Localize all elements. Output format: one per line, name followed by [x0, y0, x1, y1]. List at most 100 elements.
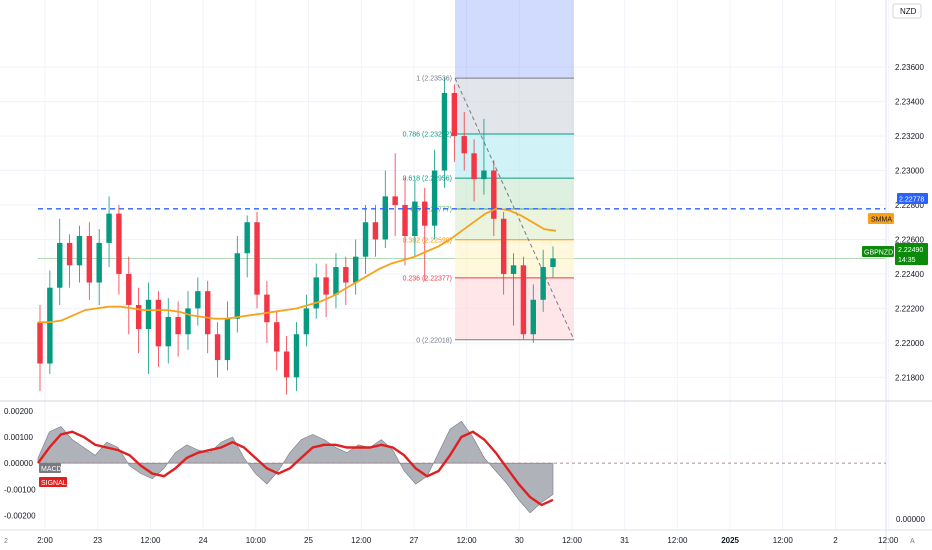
candle-body [382, 196, 389, 240]
time-zone-corner-label[interactable]: 2 [4, 538, 8, 545]
smma-badge-text: SMMA [871, 217, 892, 224]
candle-body [333, 267, 339, 295]
candle-body [530, 299, 536, 335]
candle-body [303, 308, 310, 335]
symbol-badge: GBPNZD [862, 246, 894, 257]
candle-body [422, 201, 428, 226]
candle-body [520, 265, 527, 335]
smma-badge: SMMA [868, 213, 894, 224]
currency-label: NZD [900, 7, 917, 16]
time-tick-label: 12:00 [562, 536, 583, 545]
time-axis[interactable]: 2:00 23 12:00 24 10:00 25 12:00 27 12:00 30 12:00 3… [37, 536, 899, 545]
price-tick-label: 2.22200 [895, 304, 924, 313]
auto-scale-button[interactable]: A [910, 538, 915, 545]
macd-tick-label: -0.00100 [4, 485, 36, 494]
fib-level-label: 0.5 (2.22777) [410, 206, 452, 213]
symbol-text: GBPNZD [864, 250, 893, 257]
currency-box[interactable]: NZD [892, 3, 922, 19]
candle-body [431, 170, 438, 226]
candle-body [254, 222, 260, 295]
time-tick-label: 2 [833, 536, 838, 545]
macd-tick-label: 0.00200 [4, 407, 33, 416]
signal-line [37, 430, 554, 507]
candle-body [234, 253, 241, 319]
countdown-text: 14:35 [898, 257, 916, 264]
time-tick-label: 12:00 [351, 536, 372, 545]
fib-zone [455, 178, 574, 209]
time-tick-label: 12:00 [773, 536, 794, 545]
candle-series [37, 77, 556, 395]
candle-body [540, 267, 546, 300]
last-price-badge: 2.22490 14:35 [895, 243, 928, 265]
candle-body [37, 322, 43, 364]
hline-price-badge: 2.22778 [897, 193, 928, 204]
candle-body [66, 242, 73, 266]
candle-body [244, 222, 250, 254]
macd-axis-bottom-value: 0.00000 [896, 515, 925, 524]
macd-tick-label: 0.00100 [4, 433, 33, 442]
candle-body [264, 294, 270, 323]
candle-body [96, 242, 102, 283]
candle-body [204, 291, 211, 335]
fib-level-label: 1 (2.23536) [416, 76, 452, 83]
macd-axis[interactable]: 0.00200 0.00100 0.00000 -0.00100 -0.00200 [4, 407, 36, 521]
candle-body [313, 277, 319, 309]
price-tick-label: 2.23200 [895, 132, 924, 141]
fib-level-label: 0.618 (2.22956) [403, 176, 452, 183]
smma-line [38, 207, 557, 324]
signal-legend-label: SIGNAL [41, 480, 67, 487]
candle-body [500, 218, 507, 274]
candle-body [145, 299, 152, 330]
candle-body [293, 334, 300, 378]
macd-tick-label: -0.00200 [4, 511, 36, 520]
candle-body [165, 317, 171, 347]
candle-body [86, 236, 93, 283]
candle-body [57, 242, 63, 288]
candle-body [155, 299, 162, 347]
fib-level-label: 0.236 (2.22377) [403, 275, 452, 282]
time-tick-label: 12:00 [140, 536, 161, 545]
candle-body [135, 304, 142, 330]
candle-body [491, 170, 497, 219]
candle-body [283, 351, 290, 378]
fib-extension-zone [455, 0, 574, 79]
time-tick-label: 30 [515, 536, 524, 545]
candle-body [76, 236, 83, 266]
time-tick-label: 27 [409, 536, 418, 545]
time-tick-label: 31 [620, 536, 629, 545]
time-tick-label: 12:00 [667, 536, 688, 545]
fib-level-label: 0.382 (2.22598) [403, 237, 452, 244]
hline-price-text: 2.22778 [899, 197, 924, 204]
macd-pane[interactable]: MACD SIGNAL [37, 420, 886, 514]
price-tick-label: 2.23000 [895, 167, 924, 176]
candle-body [550, 258, 556, 268]
candle-body [116, 213, 122, 274]
candle-body [372, 222, 379, 240]
candle-body [471, 153, 477, 180]
last-price-text: 2.22490 [898, 247, 923, 254]
time-tick-label: 2:00 [37, 536, 53, 545]
candle-body [323, 277, 329, 295]
time-tick-label: 12:00 [878, 536, 899, 545]
candle-body [481, 170, 487, 180]
time-tick-label: 23 [93, 536, 102, 545]
price-axis[interactable]: 2.23600 2.23400 2.23200 2.23000 2.22800 2.226… [895, 63, 924, 382]
fib-trend-line[interactable] [454, 77, 575, 340]
time-tick-label: 12:00 [457, 536, 478, 545]
candle-body [224, 318, 231, 361]
price-tick-label: 2.22600 [895, 235, 924, 244]
time-tick-label: 24 [199, 536, 208, 545]
candle-body [47, 287, 53, 364]
candle-body [461, 136, 467, 154]
time-tick-label: 2025 [721, 536, 739, 545]
fib-zone [455, 78, 574, 135]
candle-body [392, 196, 398, 205]
macd-tick-label: 0.00000 [4, 459, 33, 468]
fib-zone [455, 208, 574, 240]
candle-body [343, 267, 349, 283]
price-tick-label: 2.22000 [895, 339, 924, 348]
signal-legend-badge: SIGNAL [39, 477, 67, 487]
candle-body [451, 92, 458, 137]
candle-body [106, 213, 112, 243]
